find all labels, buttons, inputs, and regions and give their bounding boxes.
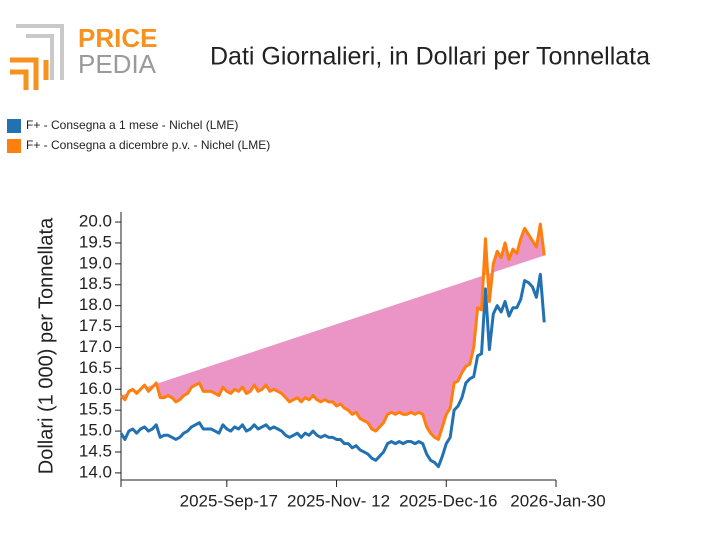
x-tick-label: 2025-Dec-16	[399, 491, 497, 510]
y-axis-label: Dollari (1 000) per Tonnellata	[35, 217, 57, 474]
y-tick-label: 14.5	[79, 441, 112, 460]
legend-swatch	[7, 139, 21, 153]
y-tick-label: 19.5	[79, 232, 112, 251]
x-tick-label: 2025-Sep-17	[180, 491, 278, 510]
series-line	[119, 222, 546, 441]
x-tick-label: 2026-Jan-30	[510, 491, 605, 510]
legend-swatch	[7, 119, 21, 133]
y-tick-label: 16.5	[79, 358, 112, 377]
logo-icon-orange	[10, 57, 49, 90]
logo-bottom: PEDIA	[78, 49, 157, 79]
y-tick-label: 18.0	[79, 295, 112, 314]
logo-top: PRICE	[78, 23, 157, 53]
y-tick-label: 17.5	[79, 316, 112, 335]
logo: PRICE PEDIA	[10, 23, 157, 90]
y-tick-label: 19.0	[79, 253, 112, 272]
logo-icon-gray	[16, 24, 64, 80]
y-tick-label: 16.0	[79, 379, 112, 398]
legend-label: F+ - Consegna a 1 mese - Nichel (LME)	[26, 118, 238, 132]
y-tick-label: 17.0	[79, 337, 112, 356]
y-tick-label: 18.5	[79, 274, 112, 293]
y-tick-label: 15.5	[79, 400, 112, 419]
y-tick-label: 20.0	[79, 212, 112, 231]
y-tick-label: 15.0	[79, 421, 112, 440]
x-tick-label: 2025-Nov- 12	[287, 491, 390, 510]
y-tick-label: 14.0	[79, 462, 112, 481]
chart-title: Dati Giornalieri, in Dollari per Tonnell…	[210, 43, 650, 71]
fill-between	[121, 224, 545, 440]
series-line	[119, 272, 546, 469]
legend-label: F+ - Consegna a dicembre p.v. - Nichel (…	[26, 138, 270, 152]
